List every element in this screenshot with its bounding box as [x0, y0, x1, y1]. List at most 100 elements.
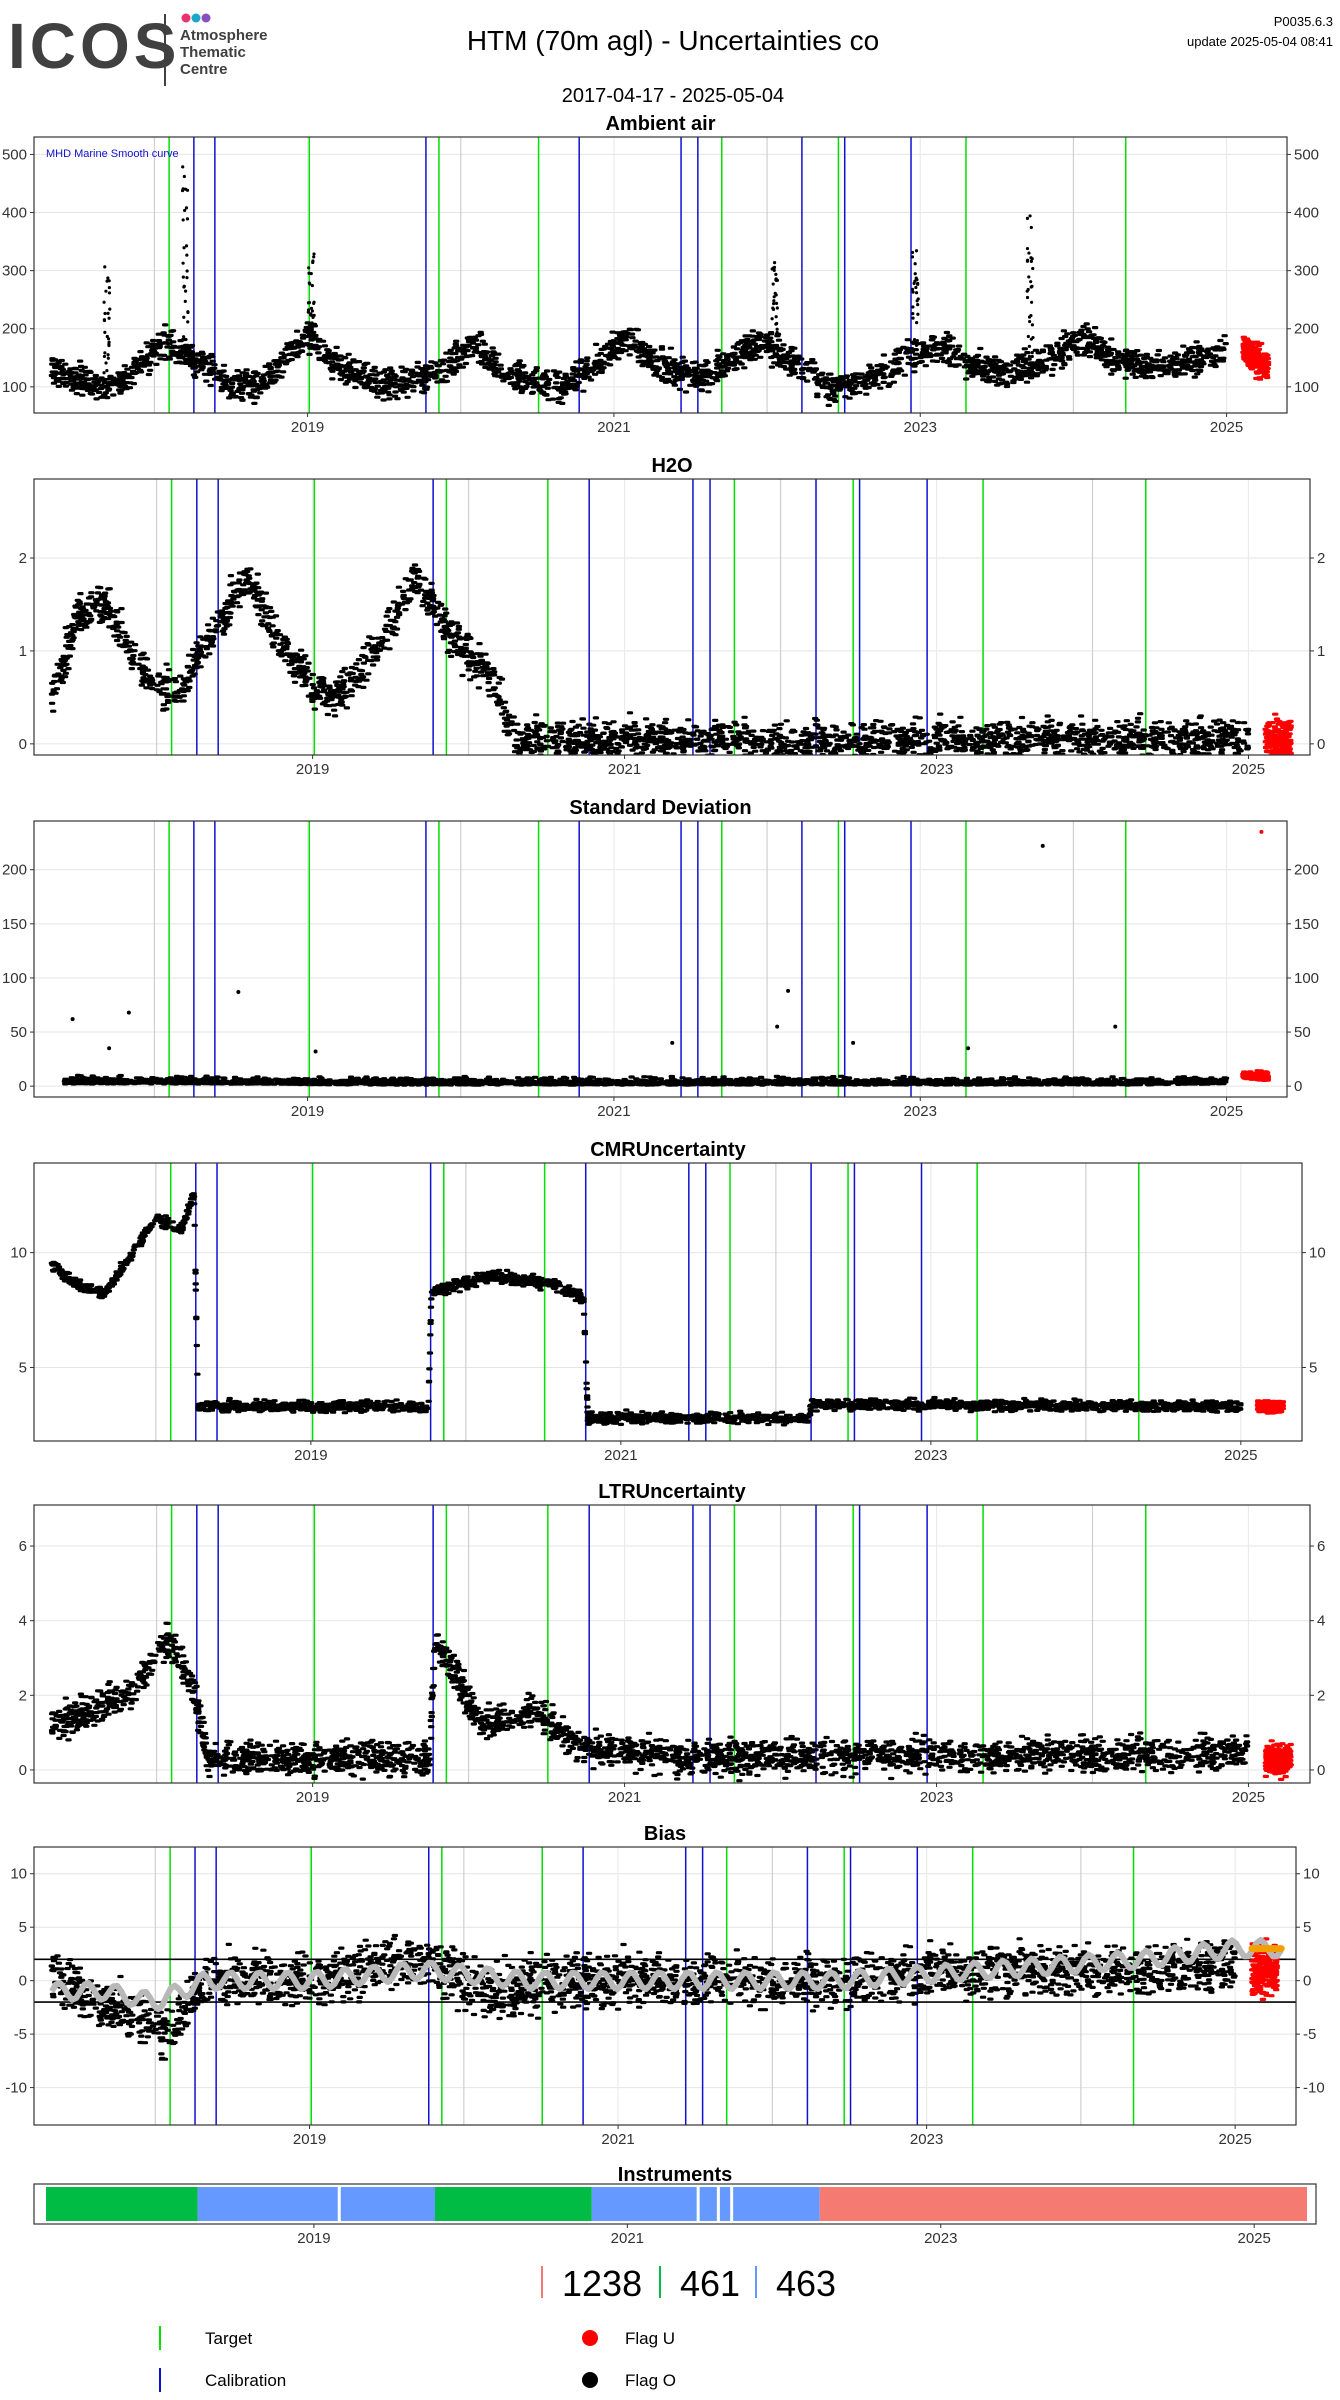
spike-point [775, 327, 779, 331]
spike-point [107, 291, 112, 295]
spike-point [312, 255, 316, 259]
y-tick-label-right: 150 [1294, 916, 1319, 933]
instrument-count-value: 463 [776, 2263, 836, 2304]
spike-point [310, 283, 315, 288]
spike-point [108, 307, 112, 311]
y-tick-label-right: 200 [1294, 862, 1319, 879]
x-tick-label: 2019 [291, 419, 324, 436]
spike-point [183, 299, 187, 303]
spike-point [308, 335, 312, 340]
spike-point [312, 301, 316, 305]
update-timestamp: update 2025-05-04 08:41 [1187, 34, 1333, 49]
instrument-segment [435, 2187, 592, 2221]
series-flag-o [48, 563, 1252, 755]
spike-point [1025, 259, 1030, 263]
spike-point [775, 306, 779, 310]
spike-point [774, 272, 778, 276]
legend-dot-flag-u [582, 2330, 598, 2346]
spike-point [1030, 257, 1034, 261]
x-tick-label: 2019 [297, 2230, 330, 2247]
series-flag-o [48, 1621, 1251, 1783]
panel-title: H2O [651, 455, 692, 477]
x-tick-label: 2019 [296, 761, 329, 778]
x-tick-label: 2023 [924, 2230, 957, 2247]
spike-point [180, 348, 184, 352]
legend-label: Flag O [625, 2371, 676, 2390]
y-tick-label-right: 2 [1317, 550, 1325, 567]
outlier-point [236, 990, 241, 995]
y-tick-label-left: 2 [19, 550, 27, 567]
series-flag-u [1254, 1399, 1287, 1415]
spike-point [181, 261, 185, 265]
spike-point [1030, 351, 1034, 355]
spike-point [307, 266, 311, 270]
outlier-point [786, 988, 791, 993]
version-code: P0035.6.3 [1274, 14, 1333, 29]
y-tick-label-right: 10 [1303, 1866, 1320, 1883]
outlier-point [670, 1040, 675, 1045]
y-tick-label-right: 0 [1303, 1973, 1311, 1990]
spike-point [108, 382, 112, 386]
y-tick-label-left: 0 [19, 736, 27, 753]
spike-point [915, 299, 919, 303]
spike-point [1029, 337, 1033, 341]
spike-point [916, 303, 920, 307]
logo-dot-0 [181, 13, 191, 23]
y-tick-label-left: 400 [2, 205, 27, 222]
y-tick-label-left: 100 [2, 970, 27, 987]
y-tick-label-left: -5 [14, 2026, 27, 2043]
spike-point [772, 301, 776, 306]
panel-title: Bias [644, 1823, 686, 1845]
panel-title: LTRUncertainty [598, 1481, 746, 1503]
spike-point [310, 321, 314, 325]
x-tick-label: 2025 [1218, 2131, 1251, 2148]
spike-point [911, 290, 915, 294]
x-tick-label: 2023 [910, 2131, 943, 2148]
panel-plot-area [34, 1163, 1302, 1441]
spike-point [107, 316, 111, 320]
instrument-counts: 1238 461 463 [541, 2263, 836, 2304]
panel-frame [33, 1846, 1297, 2126]
y-tick-label-right: 300 [1294, 263, 1319, 280]
spike-point [915, 321, 919, 325]
spike-point [1027, 354, 1032, 358]
spike-point [911, 305, 915, 309]
series-flag-o [48, 321, 1229, 407]
spike-point [1026, 334, 1030, 339]
x-tick-label: 2023 [920, 761, 953, 778]
spike-point [913, 262, 917, 266]
spike-point [912, 337, 917, 342]
series-flag-u [1262, 712, 1294, 755]
y-tick-label-left: 300 [2, 263, 27, 280]
spike-point [1026, 287, 1030, 292]
icos-logo-text: ICOS [8, 10, 180, 82]
y-tick-label-right: 2 [1317, 1687, 1325, 1704]
spike-point [911, 316, 915, 320]
spike-point [914, 249, 919, 253]
outlier-point [1040, 843, 1045, 848]
outlier-point [107, 1046, 112, 1051]
y-tick-label-right: 200 [1294, 321, 1319, 338]
x-tick-label: 2019 [294, 1447, 327, 1464]
spike-point [306, 301, 311, 305]
y-tick-label-right: -10 [1303, 2080, 1325, 2097]
spike-point [106, 356, 110, 360]
y-tick-label-right: 0 [1294, 1078, 1302, 1095]
y-tick-label-right: 4 [1317, 1613, 1325, 1630]
y-tick-label-left: -10 [5, 2080, 27, 2097]
instruments-title: Instruments [618, 2164, 732, 2186]
spike-point [311, 315, 315, 319]
y-tick-label-right: 5 [1303, 1919, 1311, 1936]
spike-point [181, 275, 185, 279]
logo-subtitle-0: Atmosphere [180, 27, 268, 44]
outlier-point [126, 1010, 131, 1015]
y-tick-label-left: 1 [19, 643, 27, 660]
spike-point [107, 286, 111, 290]
spike-point [184, 244, 189, 248]
logo-dot-1 [191, 13, 201, 23]
instrument-count-value: 461 [680, 2263, 740, 2304]
x-tick-label: 2025 [1232, 761, 1265, 778]
spike-point [310, 309, 315, 313]
spike-point [911, 341, 915, 346]
